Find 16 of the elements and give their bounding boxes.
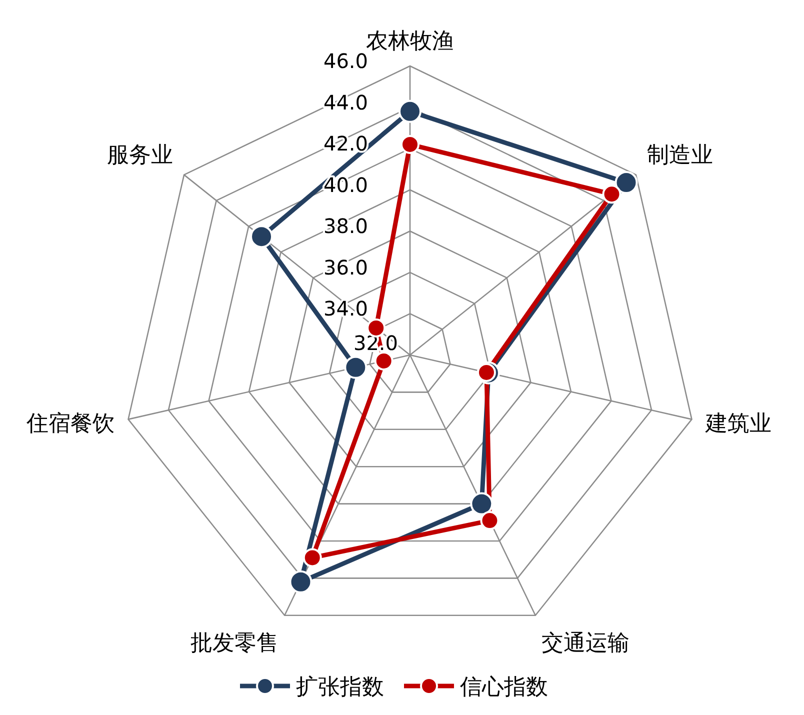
spoke-label: 交通运输 (541, 630, 630, 656)
spoke-label: 住宿餐饮 (26, 411, 115, 436)
spoke-label: 批发零售 (190, 630, 279, 656)
legend-label: 信心指数 (460, 675, 548, 700)
legend-label: 扩张指数 (296, 675, 384, 700)
y-tick-label: 34.0 (323, 296, 368, 321)
y-tick-label: 44.0 (323, 90, 368, 114)
spoke-label: 农林牧渔 (366, 29, 454, 54)
spoke-label: 服务业 (107, 143, 174, 168)
y-tick-label: 36.0 (323, 255, 368, 280)
y-tick-label: 38.0 (323, 214, 368, 238)
spoke-label: 建筑业 (704, 411, 772, 436)
y-tick-label: 40.0 (323, 172, 368, 197)
spoke-label: 制造业 (646, 143, 713, 168)
y-tick-label: 46.0 (323, 49, 368, 73)
y-tick-label: 42.0 (323, 132, 368, 156)
